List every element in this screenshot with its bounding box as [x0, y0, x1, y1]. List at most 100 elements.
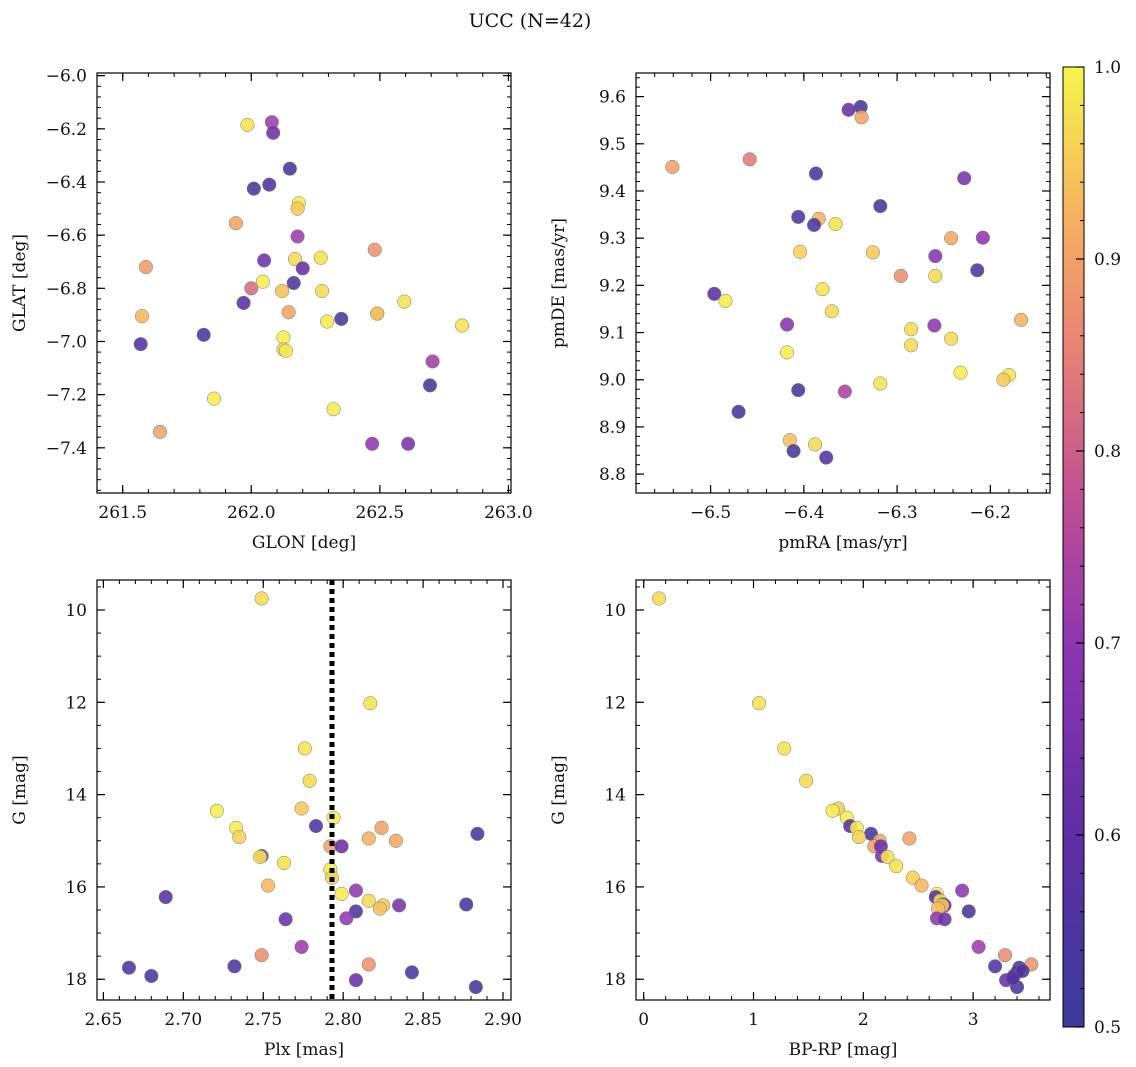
- y-tick-label: −7.4: [46, 439, 87, 459]
- y-axis-label: G [mag]: [10, 755, 30, 824]
- scatter-point: [276, 855, 292, 870]
- scatter-point: [276, 330, 291, 345]
- panel-bottom-left: 2.65 2.70 2.75 2.80 2.85 2.90 10 12 14 16 18 Plx [m…: [10, 579, 522, 1060]
- scatter-point: [260, 878, 276, 893]
- y-tick-label: 9.2: [599, 276, 626, 296]
- scatter-point: [731, 404, 746, 419]
- y-tick-label: 14: [65, 786, 87, 806]
- axes-frame: [96, 579, 512, 1001]
- x-tick-label: 3: [968, 1010, 979, 1030]
- scatter-point: [854, 110, 869, 125]
- x-tick-label: 1: [748, 1010, 759, 1030]
- panel-top-right: −6.5 −6.4 −6.3 −6.2 9.6 9.5 9.4 9.3 9.2 9.1 9.0 8.9…: [549, 72, 1051, 553]
- scatter-point: [791, 209, 806, 224]
- scatter-point: [266, 125, 281, 140]
- scatter-point: [278, 343, 294, 358]
- scatter-point: [825, 803, 840, 818]
- scatter-point: [228, 216, 243, 231]
- scatter-point: [392, 898, 407, 913]
- scatter-point: [880, 849, 895, 864]
- scatter-point: [290, 229, 305, 244]
- scatter-point: [957, 171, 972, 186]
- scatter-point: [904, 338, 919, 353]
- x-axis-label: BP-RP [mag]: [789, 1040, 898, 1060]
- scatter-point: [807, 217, 822, 233]
- scatter-point: [927, 318, 942, 333]
- x-tick-label: 262.5: [356, 503, 405, 523]
- scatter-point: [144, 968, 159, 984]
- scatter-point: [937, 912, 952, 927]
- scatter-point: [252, 849, 268, 864]
- scatter-point: [294, 939, 309, 954]
- scatter-point: [914, 878, 929, 893]
- scatter-point: [365, 436, 380, 451]
- y-tick-label: 16: [65, 878, 87, 898]
- y-tick-label: −6.6: [46, 226, 87, 246]
- scatter-point: [997, 948, 1013, 963]
- scatter-point: [314, 283, 330, 299]
- scatter-point: [470, 826, 485, 841]
- y-tick-label: −6.2: [46, 120, 87, 140]
- scatter-point: [287, 252, 303, 267]
- scatter-point: [320, 314, 335, 329]
- scatter-point: [295, 261, 310, 276]
- scatter-point: [751, 696, 767, 711]
- scatter-point: [780, 345, 795, 360]
- scatter-point: [361, 893, 376, 908]
- scatter-point: [928, 249, 943, 264]
- scatter-point: [244, 281, 259, 296]
- x-axis-label: Plx [mas]: [264, 1040, 344, 1060]
- y-tick-label: 16: [604, 878, 626, 898]
- scatter-point: [902, 831, 917, 846]
- y-tick-label: 12: [65, 693, 87, 713]
- scatter-point: [255, 274, 270, 289]
- scatter-point: [799, 773, 814, 788]
- x-tick-label: 2.75: [244, 1010, 282, 1030]
- scatter-point: [290, 201, 305, 216]
- scatter-point: [262, 177, 277, 192]
- scatter-point: [313, 250, 328, 265]
- scatter-point: [819, 450, 834, 465]
- colorbar-tick-label: 0.7: [1094, 634, 1121, 654]
- y-tick-label: 9.6: [599, 88, 626, 108]
- y-tick-label: 9.0: [599, 371, 626, 391]
- scatter-point: [281, 305, 296, 320]
- scatter-point: [286, 275, 301, 291]
- panels: 261.5 262.0 262.5 263.0 −6.0 −6.2 −6.4 −6.6 −6.8…: [10, 67, 1051, 1060]
- scatter-point: [388, 833, 403, 848]
- scatter-point: [425, 354, 440, 369]
- scatter-point: [851, 830, 866, 845]
- scatter-points: [652, 591, 1039, 995]
- x-tick-label: 2.70: [164, 1010, 202, 1030]
- y-tick-label: 9.5: [599, 135, 626, 155]
- y-tick-label: 18: [604, 970, 626, 990]
- scatter-point: [374, 820, 389, 835]
- scatter-point: [468, 980, 483, 995]
- colorbar-tick-label: 0.5: [1094, 1018, 1121, 1038]
- scatter-point: [873, 376, 888, 391]
- scatter-point: [257, 253, 272, 268]
- scatter-point: [326, 402, 341, 417]
- scatter-point: [401, 436, 416, 451]
- scatter-point: [808, 166, 824, 181]
- scatter-point: [961, 904, 976, 919]
- scatter-point: [236, 295, 251, 310]
- scatter-point: [158, 890, 173, 905]
- scatter-point: [791, 383, 806, 398]
- axes-frame: [96, 72, 512, 494]
- colorbar-tick-label: 0.8: [1094, 442, 1121, 462]
- x-tick-label: −6.2: [970, 503, 1011, 523]
- scatter-point: [246, 181, 261, 196]
- scatter-point: [1014, 312, 1029, 327]
- colorbar: 0.5 0.6 0.7 0.8 0.9 1.0: [1062, 58, 1121, 1038]
- scatter-point: [777, 741, 792, 756]
- scatter-point: [138, 260, 153, 275]
- scatter-point: [459, 897, 474, 912]
- scatter-point: [254, 948, 269, 963]
- scatter-point: [404, 965, 419, 980]
- x-tick-label: 2.90: [484, 1010, 522, 1030]
- y-tick-label: −6.4: [46, 173, 87, 193]
- scatter-point: [975, 230, 990, 245]
- scatter-point: [970, 263, 985, 278]
